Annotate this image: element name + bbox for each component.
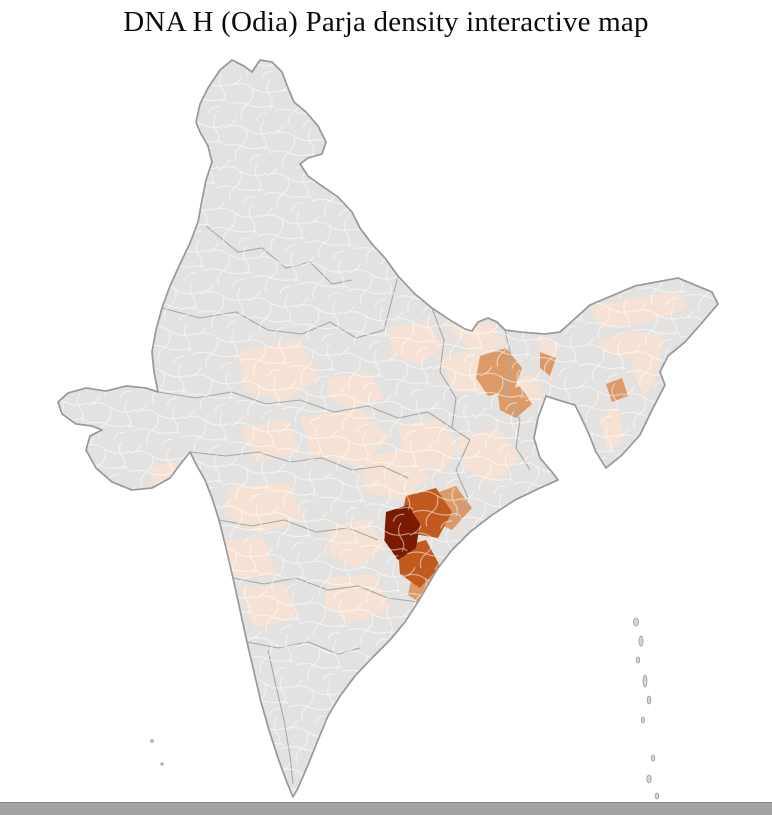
page-title: DNA H (Odia) Parja density interactive m… bbox=[123, 6, 649, 38]
bottom-bar bbox=[0, 802, 772, 815]
lakshadweep-islands[interactable] bbox=[150, 739, 164, 766]
andaman-islands[interactable] bbox=[633, 617, 660, 800]
